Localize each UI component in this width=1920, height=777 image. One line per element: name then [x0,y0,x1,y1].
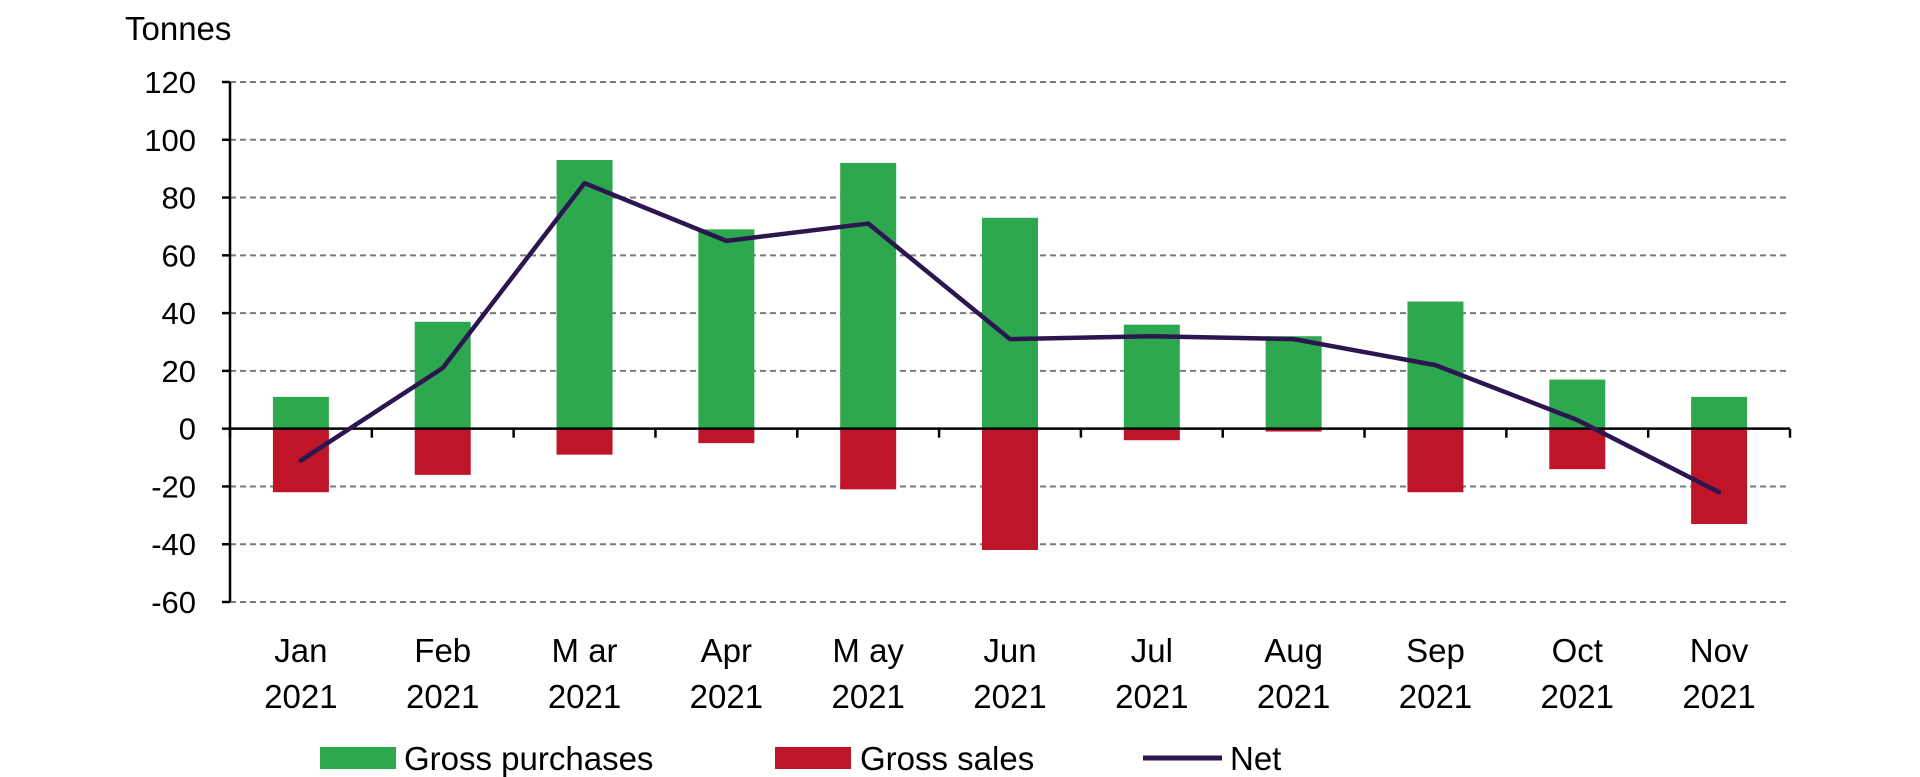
gross-sales-bar [1691,428,1748,524]
gross-sales-bar [840,428,897,490]
x-tick-label-month: Sep [1406,632,1465,669]
x-tick-label-year: 2021 [548,678,621,715]
y-tick-label: -40 [151,527,196,562]
axes [222,80,1792,604]
legend-label-net: Net [1230,740,1281,777]
y-tick-labels: -60 -40 -20 0 20 40 60 80 100 120 [144,65,196,620]
x-tick-label-year: 2021 [1682,678,1755,715]
gross-purchases-bar [698,229,755,429]
x-tick-label-month: Jul [1131,632,1173,669]
x-tick-label-month: Oct [1552,632,1603,669]
x-tick-label-year: 2021 [831,678,904,715]
net-line [298,180,1722,495]
x-tick-label-month: Aug [1264,632,1323,669]
x-tick-label-month: M ar [552,632,618,669]
x-tick-label-year: 2021 [264,678,337,715]
gross-sales-bar [414,428,471,475]
x-tick-label-month: Feb [414,632,471,669]
legend: Gross purchases Gross sales Net [320,740,1281,777]
legend-swatch-gross-purchases [320,747,396,769]
y-tick-label: 20 [162,354,196,389]
y-tick-label: 100 [144,123,196,158]
gross-purchases-bar [1265,336,1322,429]
y-tick-label: 60 [162,238,196,273]
gross-sales-bar [556,428,613,455]
x-tick-label-month: Apr [701,632,752,669]
gross-purchases-bar [414,321,471,429]
legend-label-gross-sales: Gross sales [860,740,1034,777]
gross-sales-bar [1123,428,1180,441]
bars [272,160,1748,550]
y-tick-label: 0 [179,412,196,447]
gross-sales-bar [1407,428,1464,493]
y-tick-label: 40 [162,296,196,331]
y-tick-label: -20 [151,469,196,504]
x-tick-label-month: Jan [274,632,327,669]
legend-swatch-gross-sales [775,747,851,769]
x-tick-label-year: 2021 [1115,678,1188,715]
gross-sales-bar [698,428,755,444]
legend-label-gross-purchases: Gross purchases [404,740,653,777]
gross-purchases-bar [1123,324,1180,429]
x-tick-labels: Jan 2021 Feb 2021 M ar 2021 Apr 2021 M ay 2021 Jun… [264,632,1756,715]
net-line-layer [298,180,1722,495]
gross-sales-bar [982,428,1038,550]
y-axis-unit-label: Tonnes [125,10,231,47]
x-tick-label-year: 2021 [1257,678,1330,715]
gross-sales-bar [1265,428,1322,432]
gross-purchases-bar [556,160,613,429]
x-tick-label-year: 2021 [1399,678,1472,715]
x-tick-label-year: 2021 [406,678,479,715]
x-tick-label-year: 2021 [1541,678,1614,715]
gross-purchases-bar [840,162,897,429]
gross-sales-bar [1549,428,1606,470]
y-tick-label: 80 [162,181,196,216]
gross-purchases-bar [1691,396,1748,429]
y-tick-label: 120 [144,65,196,100]
x-tick-label-month: M ay [832,632,904,669]
y-tick-label: -60 [151,585,196,620]
x-tick-label-year: 2021 [690,678,763,715]
gross-purchases-bar [272,396,329,429]
x-tick-label-year: 2021 [973,678,1046,715]
x-tick-label-month: Jun [983,632,1036,669]
x-tick-label-month: Nov [1690,632,1749,669]
